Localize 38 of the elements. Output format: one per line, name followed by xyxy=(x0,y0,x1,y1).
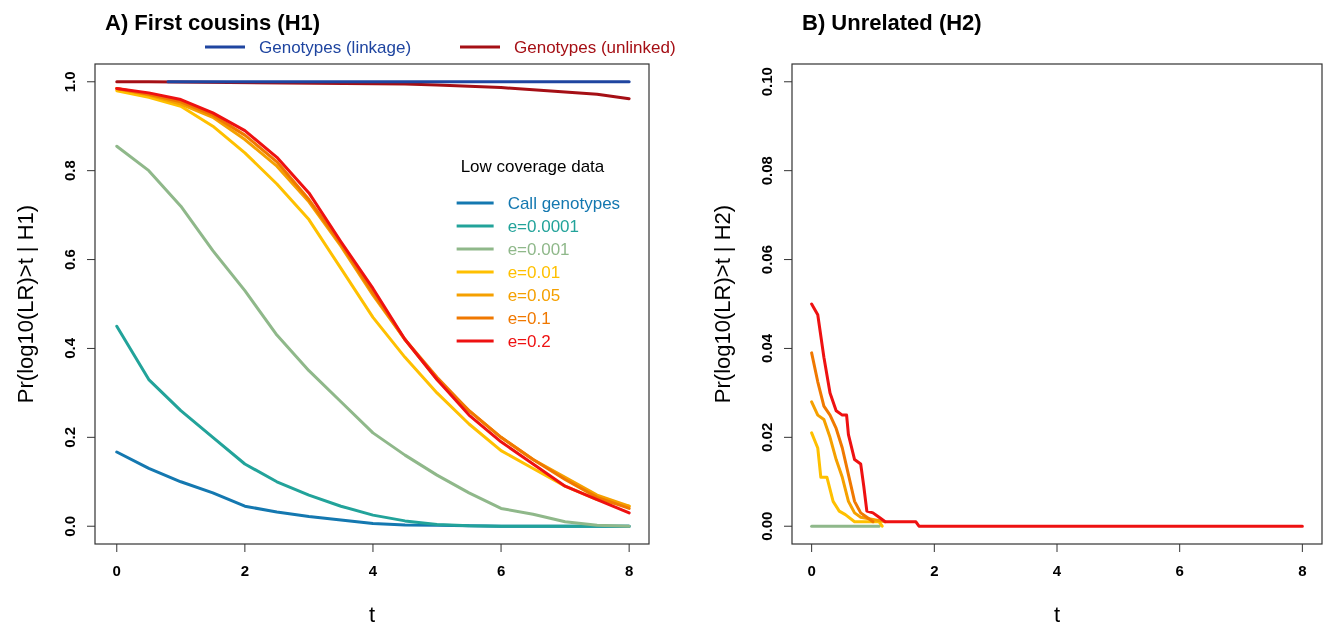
y-tick-label: 0.0 xyxy=(61,515,78,537)
y-tick-label: 1.0 xyxy=(61,71,78,93)
legend-title: Low coverage data xyxy=(460,157,605,176)
x-axis-title: t xyxy=(1053,602,1061,627)
x-tick-label: 4 xyxy=(1052,562,1062,579)
chart-title: A) First cousins (H1) xyxy=(105,10,321,35)
y-tick-label: 0.08 xyxy=(758,156,775,186)
x-tick-label: 6 xyxy=(496,562,506,579)
x-tick-label: 0 xyxy=(112,562,121,579)
y-tick-label: 0.6 xyxy=(61,249,78,270)
y-tick-label: 0.4 xyxy=(61,337,78,359)
legend-label: e=0.05 xyxy=(507,286,561,305)
legend-label: e=0.2 xyxy=(507,332,551,351)
y-tick-label: 0.00 xyxy=(758,511,775,541)
legend-label: Genotypes (unlinked) xyxy=(514,38,676,57)
y-axis-title: Pr(log10(LR)>t | H1) xyxy=(13,204,38,404)
legend-label: Call genotypes xyxy=(507,194,621,213)
y-tick-label: 0.8 xyxy=(61,160,78,182)
x-tick-label: 4 xyxy=(368,562,378,579)
x-tick-label: 2 xyxy=(240,562,250,579)
x-axis-title: t xyxy=(368,602,376,627)
y-tick-label: 0.2 xyxy=(61,426,78,448)
x-tick-label: 0 xyxy=(807,562,816,579)
y-axis-title: Pr(log10(LR)>t | H2) xyxy=(710,204,735,404)
y-tick-label: 0.06 xyxy=(758,244,775,275)
y-tick-label: 0.02 xyxy=(758,422,775,452)
legend-label: e=0.1 xyxy=(507,309,551,328)
y-tick-label: 0.10 xyxy=(758,67,775,97)
x-tick-label: 8 xyxy=(1298,562,1307,579)
legend-label: e=0.0001 xyxy=(507,217,580,236)
legend-label: e=0.01 xyxy=(507,263,561,282)
legend-label: Genotypes (linkage) xyxy=(259,38,412,57)
x-tick-label: 6 xyxy=(1175,562,1184,579)
x-tick-label: 8 xyxy=(624,562,634,579)
y-tick-label: 0.04 xyxy=(758,333,775,364)
chart-title: B) Unrelated (H2) xyxy=(802,10,982,35)
x-tick-label: 2 xyxy=(930,562,939,579)
legend-label: e=0.001 xyxy=(507,240,570,259)
